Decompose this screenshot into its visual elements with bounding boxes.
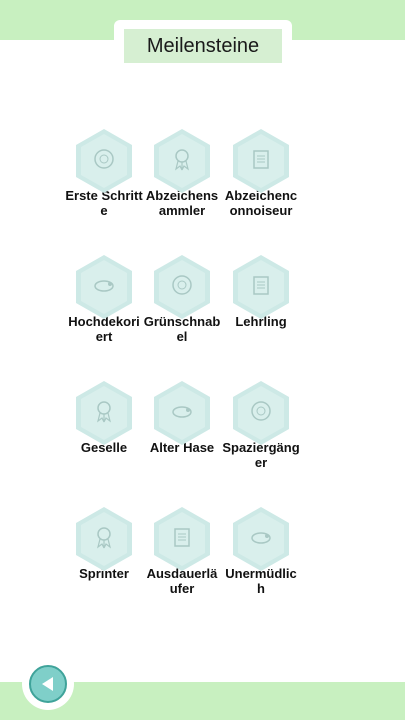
ribbon-icon xyxy=(153,128,211,194)
back-arrow-icon xyxy=(29,665,67,703)
badge-label: Abzeichenconnoiseur xyxy=(224,188,298,218)
book-icon xyxy=(232,254,290,320)
badge-label: Ausdauerläufer xyxy=(146,566,218,596)
book-icon xyxy=(232,128,290,194)
milestone-badge[interactable]: Abzeichenconnoiseur xyxy=(225,128,297,218)
badge-label: Spaziergänger xyxy=(222,440,300,470)
milestone-badge[interactable]: Sprinter xyxy=(69,506,139,581)
badge-label: Grünschnabel xyxy=(143,314,221,344)
medal-icon xyxy=(232,380,290,446)
badge-label: Abzeichensammler xyxy=(145,188,219,218)
milestone-badge[interactable]: Erste Schritte xyxy=(65,128,143,218)
snail-icon xyxy=(232,506,290,572)
badge-label: Sprinter xyxy=(79,566,129,581)
milestone-badge[interactable]: Geselle xyxy=(69,380,139,455)
snail-icon xyxy=(153,380,211,446)
milestone-badge[interactable]: Abzeichensammler xyxy=(146,128,218,218)
medal-icon xyxy=(153,254,211,320)
badge-label: Hochdekoriert xyxy=(68,314,140,344)
milestone-badge[interactable]: Hochdekoriert xyxy=(68,254,140,344)
ribbon-icon xyxy=(75,380,133,446)
badge-label: Geselle xyxy=(80,440,128,455)
badge-label: Alter Hase xyxy=(149,440,215,455)
medal-icon xyxy=(75,128,133,194)
milestone-badge[interactable]: Lehrling xyxy=(226,254,296,329)
milestone-badge[interactable]: Alter Hase xyxy=(147,380,217,455)
badge-label: Unermüdlich xyxy=(225,566,297,596)
milestone-badge[interactable]: Grünschnabel xyxy=(144,254,220,344)
milestone-badge[interactable]: Ausdauerläufer xyxy=(147,506,217,596)
book-icon xyxy=(153,506,211,572)
milestone-badge[interactable]: Unermüdlich xyxy=(225,506,297,596)
page-title: Meilensteine xyxy=(124,29,282,63)
snail-icon xyxy=(75,254,133,320)
badge-label: Lehrling xyxy=(235,314,287,329)
milestone-badge[interactable]: Spaziergänger xyxy=(222,380,300,470)
back-button[interactable] xyxy=(22,658,74,710)
badge-label: Erste Schritte xyxy=(65,188,143,218)
ribbon-icon xyxy=(75,506,133,572)
